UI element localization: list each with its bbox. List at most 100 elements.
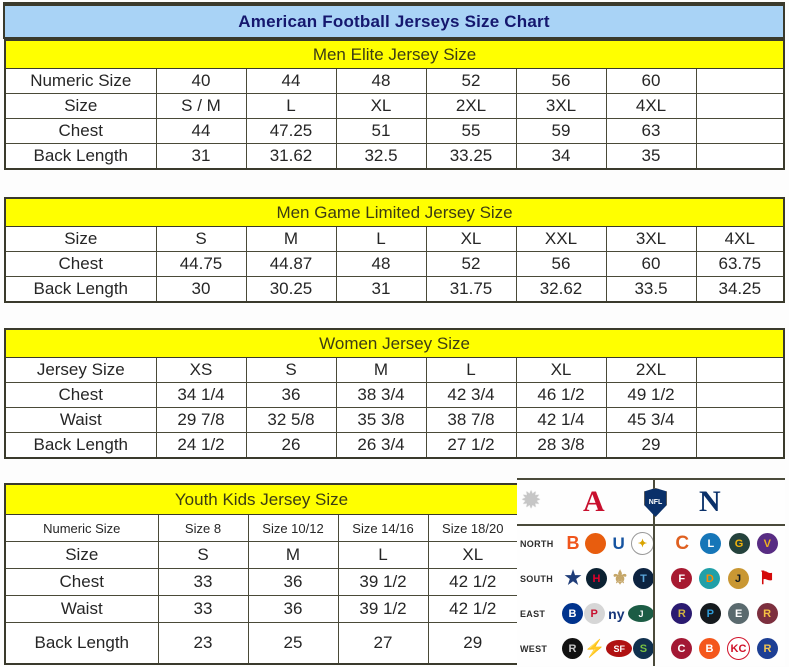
row-label-cell: Back Length [4,622,159,665]
value-cell: 48 [335,68,427,94]
value-cell: 56 [515,251,607,277]
nfl-shield-label: NFL [648,499,663,506]
table-row: Waist 33 36 39 1/2 42 1/2 [4,595,519,623]
value-cell: XL [425,226,517,252]
table-row: Size S / M L XL 2XL 3XL 4XL [4,93,785,119]
value-cell: 30 [155,276,247,303]
giants-logo-icon: ny [608,605,625,622]
page-title-text: American Football Jerseys Size Chart [238,11,550,31]
lions-logo-icon: L [700,533,722,554]
table-row: Numeric Size Size 8 Size 10/12 Size 14/16 Si… [4,514,519,542]
value-cell: 33 [157,595,249,623]
value-cell: 42 1/4 [515,407,607,433]
jaguars-logo-icon: J [727,568,749,589]
row-label-cell: Back Length [4,276,157,303]
value-cell: 47.25 [245,118,337,144]
table-row: Waist 29 7/8 32 5/8 35 3/8 38 7/8 42 1/4 45 3/… [4,407,785,433]
row-label-cell: Chest [4,118,157,144]
cardinals-logo-icon: C [671,638,692,659]
value-cell: 60 [605,251,697,277]
panthers-logo-icon: P [699,603,721,624]
value-cell: 38 7/8 [425,407,517,433]
value-cell [695,143,785,170]
nfl-shield-icon: NFL [644,488,667,517]
value-cell: 34 1/4 [155,382,247,408]
value-cell: L [425,357,517,383]
section-title: Women Jersey Size [4,328,785,358]
bears-logo-icon: C [675,532,690,554]
page-title: American Football Jerseys Size Chart [3,2,785,39]
value-cell: 2XL [605,357,697,383]
row-label-cell: Size [4,226,157,252]
value-cell: 2XL [425,93,517,119]
value-cell: 26 3/4 [335,432,427,459]
saints-logo-icon: ⚜ [611,568,629,589]
value-cell: XXL [515,226,607,252]
chiefs-logo-icon: KC [727,637,750,660]
table-row: Size S M L XL XXL 3XL 4XL [4,226,785,252]
value-cell: 32.62 [515,276,607,303]
value-cell: L [337,541,429,569]
table-row: Chest 34 1/4 36 38 3/4 42 3/4 46 1/2 49 1/2 [4,382,785,408]
section-header-row: Youth Kids Jersey Size [4,483,519,515]
row-label-cell: Chest [4,251,157,277]
value-cell: 44.75 [155,251,247,277]
value-cell: 33.25 [425,143,517,170]
value-cell: S / M [155,93,247,119]
cowboys-logo-icon: ★ [564,568,582,589]
steelers-logo-icon: ✦ [630,532,654,555]
value-cell: 44 [245,68,337,94]
value-cell: 3XL [605,226,697,252]
value-cell: M [247,541,339,569]
patriots-logo-icon: P [583,603,605,624]
row-label-cell: Numeric Size [4,68,157,94]
value-cell: 59 [515,118,607,144]
value-cell: 27 1/2 [425,432,517,459]
value-cell: 63.75 [695,251,785,277]
value-cell: 49 1/2 [605,382,697,408]
men-elite-size-table: Men Elite Jersey Size Numeric Size 40 44 48 5… [4,39,786,170]
value-cell: 39 1/2 [337,568,429,596]
value-cell: L [335,226,427,252]
bengals-logo-icon: B [566,533,580,553]
value-cell [695,118,785,144]
value-cell: XS [155,357,247,383]
section-header-row: Men Elite Jersey Size [4,39,785,69]
value-cell: 46 1/2 [515,382,607,408]
value-cell: 31.62 [245,143,337,170]
value-cell: 29 7/8 [155,407,247,433]
value-cell: 51 [335,118,427,144]
value-cell: Size 18/20 [427,514,519,542]
conference-divider [653,480,655,666]
value-cell: 48 [335,251,427,277]
value-cell: Size 14/16 [337,514,429,542]
value-cell: 31.75 [425,276,517,303]
value-cell [695,407,785,433]
section-header-row: Women Jersey Size [4,328,785,358]
value-cell: 29 [605,432,697,459]
section-header-row: Men Game Limited Jersey Size [4,197,785,227]
chargers-logo-icon: ⚡ [584,638,606,658]
dolphins-logo-icon: D [699,568,721,589]
value-cell: 38 3/4 [335,382,427,408]
value-cell: 32 5/8 [245,407,337,433]
value-cell: XL [427,541,519,569]
value-cell: Size 10/12 [247,514,339,542]
value-cell: 35 3/8 [335,407,427,433]
row-label-cell: Chest [4,382,157,408]
eagles-logo-icon: E [728,603,750,624]
value-cell: 4XL [605,93,697,119]
fortyniners-logo-icon: SF [606,640,633,657]
packers-logo-icon: G [728,533,750,554]
jets-logo-icon: J [627,605,654,622]
table-row: Chest 44 47.25 51 55 59 63 [4,118,785,144]
value-cell: 36 [245,382,337,408]
value-cell: 60 [605,68,697,94]
value-cell: 42 1/2 [427,568,519,596]
value-cell: XL [335,93,427,119]
table-row: Numeric Size 40 44 48 52 56 60 [4,68,785,94]
